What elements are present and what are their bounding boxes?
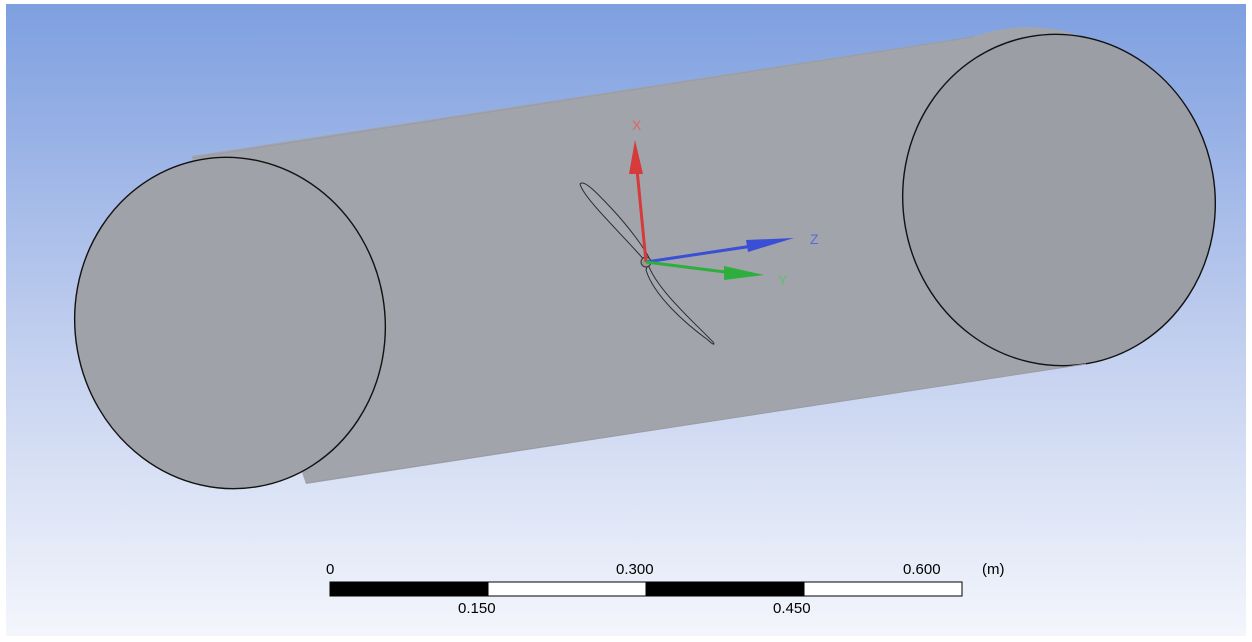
cylinder-top-edge: [191, 36, 975, 159]
scale-label-0-600: 0.600: [903, 561, 941, 578]
coordinate-triad: X Z Y: [629, 117, 819, 288]
z-axis-line: [645, 242, 767, 264]
scale-bar: [329, 581, 963, 597]
x-axis-line: [634, 158, 648, 263]
scale-label-0-300: 0.300: [616, 561, 654, 578]
scale-unit: (m): [982, 561, 1005, 578]
scale-label-0-450: 0.450: [773, 600, 811, 617]
cylinder-far-face[interactable]: [877, 9, 1242, 390]
x-axis-arrowhead: [629, 140, 643, 174]
scale-bar-segment-3: [645, 581, 805, 597]
scale-bar-segment-1: [329, 581, 489, 597]
y-axis-label: Y: [778, 272, 788, 288]
scale-bar-segment-2: [487, 581, 647, 597]
z-axis-label: Z: [810, 231, 819, 247]
scale-label-0-150: 0.150: [458, 600, 496, 617]
cylinder-bottom-edge: [305, 363, 1087, 484]
graphics-viewport[interactable]: X Z Y 0 0.300 0.600 (m) 0.150 0.450: [6, 4, 1246, 636]
y-axis-arrowhead: [724, 266, 764, 280]
blade-lower[interactable]: [645, 262, 715, 345]
scale-label-0: 0: [326, 561, 335, 578]
scale-bar-segment-4: [803, 581, 963, 597]
cylinder-near-face[interactable]: [49, 133, 412, 514]
blade-upper[interactable]: [579, 182, 651, 263]
viewport-canvas[interactable]: X Z Y: [6, 4, 1246, 636]
z-axis-arrowhead: [746, 238, 794, 252]
rotor-blades[interactable]: [579, 182, 715, 345]
x-axis-label: X: [632, 117, 642, 133]
